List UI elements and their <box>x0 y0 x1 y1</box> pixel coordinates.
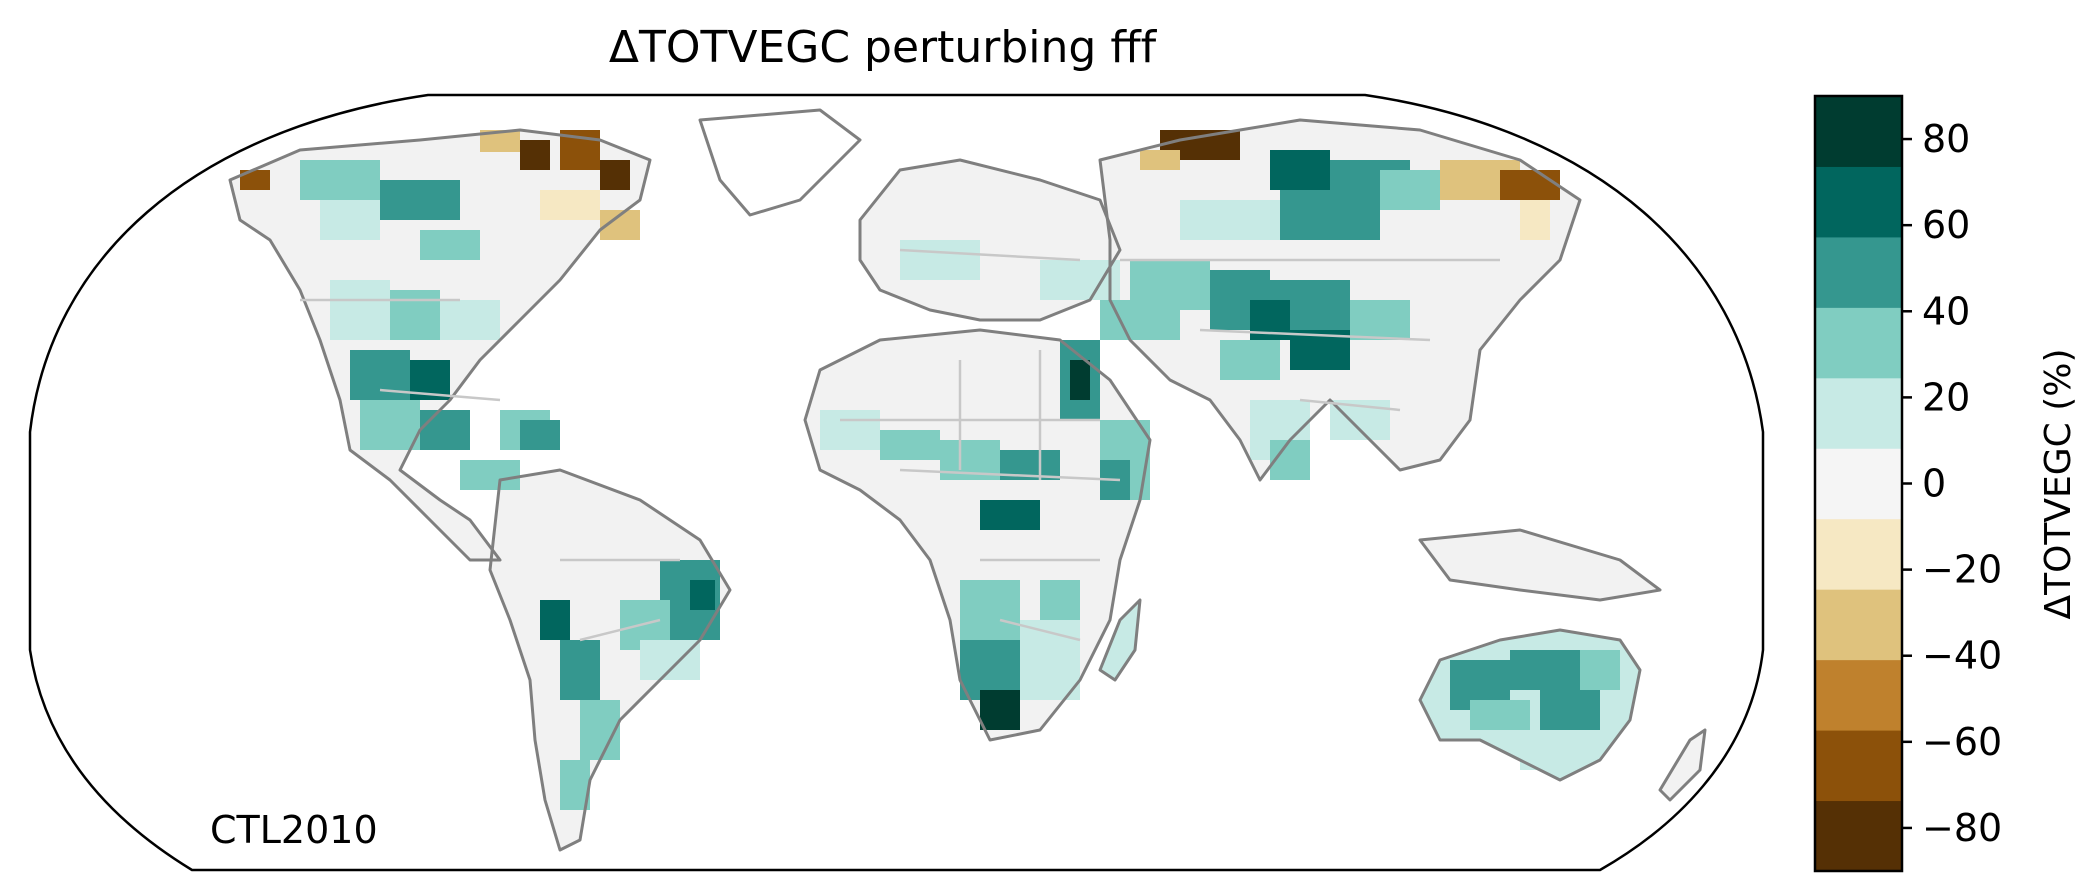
colorbar-tick-label: −60 <box>1922 720 2002 764</box>
colorbar-bin <box>1815 166 1902 238</box>
indonesia-land <box>1420 530 1660 600</box>
madagascar-land <box>1100 600 1140 680</box>
data-patches <box>240 130 1620 810</box>
new-zealand-land <box>1660 730 1705 800</box>
greenland-land <box>700 110 860 215</box>
coastlines <box>228 108 1707 852</box>
colorbar-bin <box>1815 659 1902 731</box>
land-layer <box>228 108 1707 852</box>
colorbar-bin <box>1815 96 1902 167</box>
colorbar-bin <box>1815 307 1902 379</box>
colorbar-bin <box>1815 800 1902 872</box>
colorbar-bin <box>1815 589 1902 661</box>
colorbar-bin <box>1815 518 1902 590</box>
country-borders <box>300 248 1500 642</box>
colorbar-bin <box>1815 236 1902 308</box>
colorbar-tick-label: −40 <box>1922 634 2002 678</box>
colorbar-tick-label: 0 <box>1922 462 1946 506</box>
map-title: ΔTOTVEGC perturbing fff <box>608 22 1157 73</box>
colorbar-bin <box>1815 730 1902 802</box>
run-label: CTL2010 <box>210 808 378 852</box>
colorbar-bin <box>1815 377 1902 449</box>
world-map <box>28 93 1765 872</box>
colorbar-tick-label: 40 <box>1922 289 1970 333</box>
colorbar-tick-label: 80 <box>1922 117 1970 161</box>
colorbar-ticks: −80 −60 −40 −20 0 20 40 60 80 <box>1902 117 2002 850</box>
colorbar-tick-label: 20 <box>1922 375 1970 419</box>
colorbar-label: ΔTOTVEGC (%) <box>2038 348 2079 619</box>
colorbar-tick-label: −80 <box>1922 806 2002 850</box>
colorbar-bins <box>1815 96 1902 872</box>
colorbar-bin <box>1815 448 1902 520</box>
map-frame <box>28 93 1765 872</box>
colorbar-tick-label: −20 <box>1922 548 2002 592</box>
colorbar-tick-label: 60 <box>1922 203 1970 247</box>
